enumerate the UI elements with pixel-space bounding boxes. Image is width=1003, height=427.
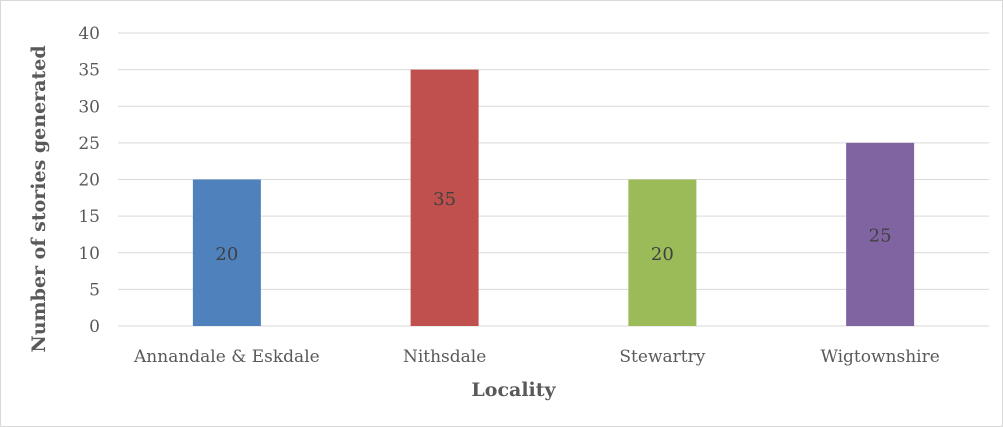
bar-value-label: 35 xyxy=(433,189,456,210)
y-tick-label: 25 xyxy=(78,134,100,154)
x-axis-title: Locality xyxy=(471,379,556,401)
bar xyxy=(628,179,697,326)
y-tick-label: 15 xyxy=(78,207,100,227)
bar-value-label: 20 xyxy=(651,244,674,265)
y-tick-label: 5 xyxy=(89,280,100,300)
bars: 20 35 20 25 xyxy=(192,69,915,326)
y-tick-label: 40 xyxy=(78,24,100,44)
gridlines xyxy=(118,32,989,327)
bar-value-label: 20 xyxy=(215,244,238,265)
x-tick-label: Nithsdale xyxy=(403,347,486,367)
y-tick-label: 0 xyxy=(89,317,100,337)
y-tick-label: 10 xyxy=(78,244,100,264)
y-tick-label: 35 xyxy=(78,61,100,81)
x-tick-label: Annandale & Eskdale xyxy=(133,347,320,367)
y-axis-ticks: 0 5 10 15 20 25 30 35 40 xyxy=(78,24,100,337)
bar xyxy=(410,69,479,326)
y-tick-label: 30 xyxy=(78,97,100,117)
bar xyxy=(192,179,261,326)
y-tick-label: 20 xyxy=(78,171,100,191)
bar xyxy=(846,142,915,326)
bar-value-label: 25 xyxy=(869,225,892,246)
y-axis-title: Number of stories generated xyxy=(28,45,50,352)
x-tick-label: Stewartry xyxy=(619,347,705,367)
x-axis-ticks: Annandale & Eskdale Nithsdale Stewartry Wig… xyxy=(133,347,940,367)
x-tick-label: Wigtownshire xyxy=(820,347,939,367)
